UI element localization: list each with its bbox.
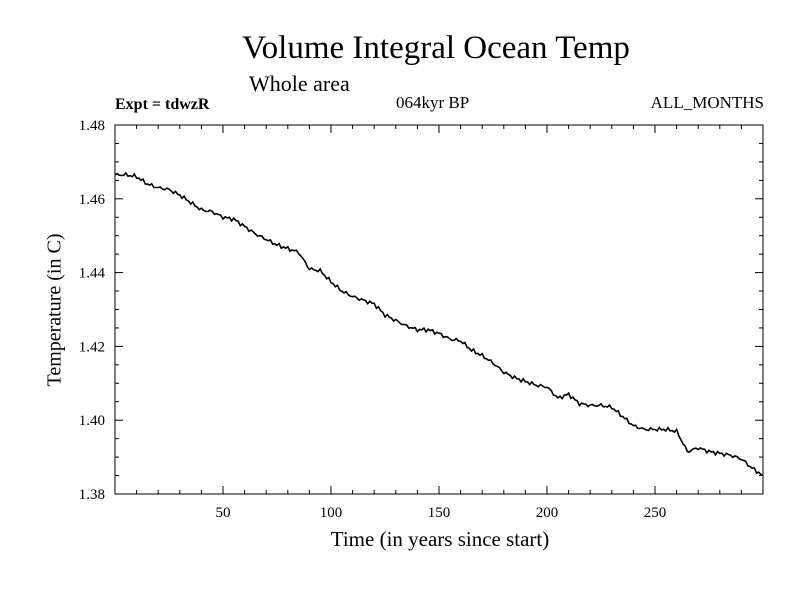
temperature-series-line — [114, 171, 764, 477]
y-tick-label: 1.48 — [79, 118, 105, 134]
y-tick-label: 1.40 — [79, 413, 105, 429]
axis-ticks — [115, 125, 763, 494]
period-label: 064kyr BP — [396, 93, 470, 112]
months-label: ALL_MONTHS — [650, 93, 764, 112]
experiment-label: Expt = tdwzR — [115, 96, 210, 113]
x-tick-label: 100 — [320, 505, 343, 521]
chart-title: Volume Integral Ocean Temp — [242, 30, 630, 66]
y-tick-label: 1.42 — [79, 339, 105, 355]
y-tick-label: 1.44 — [79, 266, 106, 282]
y-tick-label: 1.38 — [79, 487, 105, 503]
x-axis-label: Time (in years since start) — [330, 527, 550, 551]
x-tick-label: 200 — [536, 505, 559, 521]
x-tick-label: 250 — [644, 505, 667, 521]
tick-labels: 50 100 150 200 250 1.38 1.40 1.42 1.44 1.46 1.48 — [79, 118, 667, 521]
x-tick-label: 50 — [216, 505, 231, 521]
plot-frame — [114, 124, 764, 495]
y-tick-label: 1.46 — [79, 192, 106, 208]
x-tick-label: 150 — [428, 505, 451, 521]
chart-subtitle: Whole area — [249, 71, 350, 96]
